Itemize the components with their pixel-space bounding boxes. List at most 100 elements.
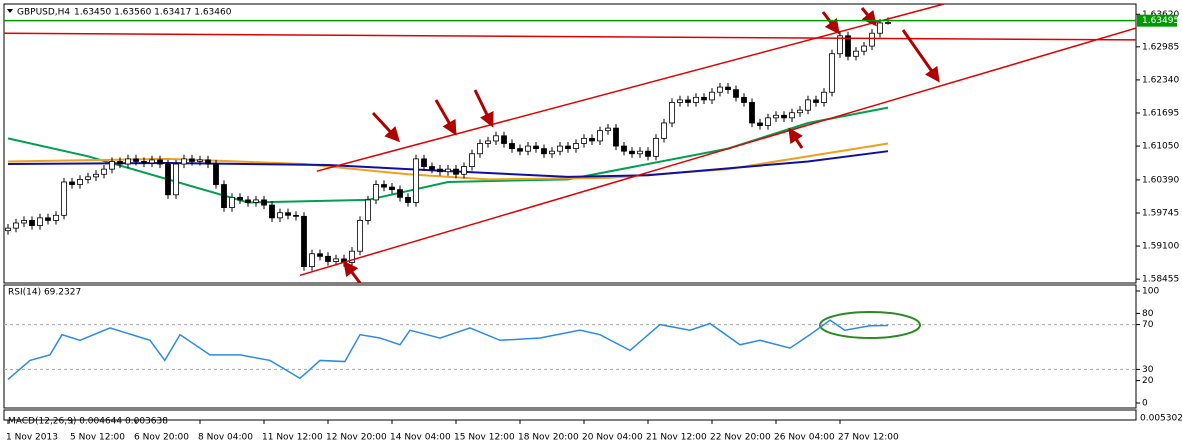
- candle-body: [141, 161, 147, 164]
- candle-body: [557, 145, 563, 152]
- y-tick-label: 1.59745: [1142, 208, 1179, 218]
- x-tick-label: 6 Nov 20:00: [134, 433, 189, 443]
- candle-body: [173, 163, 179, 196]
- candle-body: [781, 114, 787, 119]
- candle-body: [149, 159, 155, 164]
- candle-body: [773, 114, 779, 119]
- candle-body: [237, 196, 243, 201]
- candle-body: [501, 135, 507, 144]
- candle-body: [85, 176, 91, 180]
- candle-body: [549, 150, 555, 155]
- candle-body: [749, 102, 755, 124]
- candle-body: [853, 50, 859, 57]
- y-tick-label: 70: [1142, 320, 1154, 330]
- candle-body: [437, 168, 443, 173]
- candle-body: [885, 22, 891, 24]
- x-tick-label: 21 Nov 12:00: [646, 433, 707, 443]
- candle-body: [573, 143, 579, 150]
- candle-body: [517, 148, 523, 152]
- candle-body: [29, 220, 35, 226]
- y-tick-label: 20: [1142, 376, 1154, 386]
- candle-body: [389, 186, 395, 191]
- candle-body: [5, 227, 11, 232]
- x-tick-label: 20 Nov 04:00: [582, 433, 643, 443]
- x-tick-label: 26 Nov 04:00: [774, 433, 835, 443]
- candle-body: [789, 112, 795, 119]
- candle-body: [837, 35, 843, 55]
- candle-body: [133, 158, 139, 162]
- x-tick-label: 18 Nov 20:00: [518, 433, 579, 443]
- candle-body: [741, 96, 747, 103]
- candle-body: [317, 253, 323, 257]
- candle-body: [717, 86, 723, 93]
- candle-body: [709, 91, 715, 101]
- candle-body: [421, 158, 427, 167]
- candle-body: [493, 135, 499, 142]
- candle-body: [285, 212, 291, 216]
- candle-body: [877, 22, 883, 34]
- arrow: [371, 111, 401, 143]
- candle-body: [701, 96, 707, 101]
- candle-body: [581, 137, 587, 144]
- candle-body: [661, 122, 667, 139]
- macd-pane: [3, 409, 1137, 421]
- candle-body: [477, 143, 483, 155]
- candle-body: [61, 181, 67, 216]
- x-tick-label: 22 Nov 20:00: [710, 433, 771, 443]
- price-level-label: 1.63495: [1142, 16, 1179, 26]
- candle-body: [165, 163, 171, 196]
- arrow: [901, 29, 940, 83]
- candle-body: [45, 217, 51, 221]
- candle-body: [461, 166, 467, 175]
- candle-body: [365, 199, 371, 221]
- candle-body: [861, 45, 867, 52]
- candle-body: [533, 145, 539, 150]
- candle-body: [757, 122, 763, 126]
- x-tick-label: 12 Nov 20:00: [326, 433, 387, 443]
- candle-body: [565, 145, 571, 150]
- menu-triangle: [7, 9, 13, 13]
- candle-body: [77, 179, 83, 185]
- candle-body: [125, 158, 131, 165]
- candle-body: [845, 35, 851, 57]
- candle-body: [245, 199, 251, 203]
- price-pane: [3, 3, 1137, 284]
- price-level-box: [1137, 14, 1177, 27]
- candle-body: [381, 184, 387, 188]
- candle-body: [189, 158, 195, 162]
- candle-body: [677, 99, 683, 103]
- rsi-pane: [3, 284, 1137, 409]
- candle-body: [181, 158, 187, 165]
- arrow: [434, 99, 457, 136]
- trendline: [4, 32, 1136, 41]
- candle-body: [453, 168, 459, 175]
- candle-body: [613, 127, 619, 147]
- candle-body: [301, 215, 307, 267]
- candle-body: [413, 158, 419, 203]
- candle-body: [669, 102, 675, 124]
- macd-axis-label: 0.005302: [1140, 414, 1182, 424]
- candle-body: [309, 253, 315, 267]
- candle-body: [541, 148, 547, 155]
- candle-body: [605, 127, 611, 132]
- x-tick-label: 5 Nov 12:00: [70, 433, 125, 443]
- candle-body: [213, 163, 219, 185]
- y-tick-label: 1.58455: [1142, 275, 1179, 285]
- moving-average: [7, 106, 889, 204]
- candle-body: [357, 220, 363, 252]
- candle-body: [405, 196, 411, 203]
- y-tick-label: 100: [1142, 287, 1159, 297]
- y-tick-label: 1.59100: [1142, 242, 1179, 252]
- arrow: [788, 127, 804, 149]
- candle-body: [13, 222, 19, 229]
- candle-body: [333, 258, 339, 262]
- y-tick-label: 1.60390: [1142, 175, 1179, 185]
- candle-body: [21, 220, 27, 224]
- y-tick-label: 80: [1142, 309, 1154, 319]
- candle-body: [429, 166, 435, 170]
- candle-body: [805, 99, 811, 111]
- candle-body: [261, 199, 267, 206]
- candle-body: [205, 159, 211, 165]
- candle-body: [197, 159, 203, 162]
